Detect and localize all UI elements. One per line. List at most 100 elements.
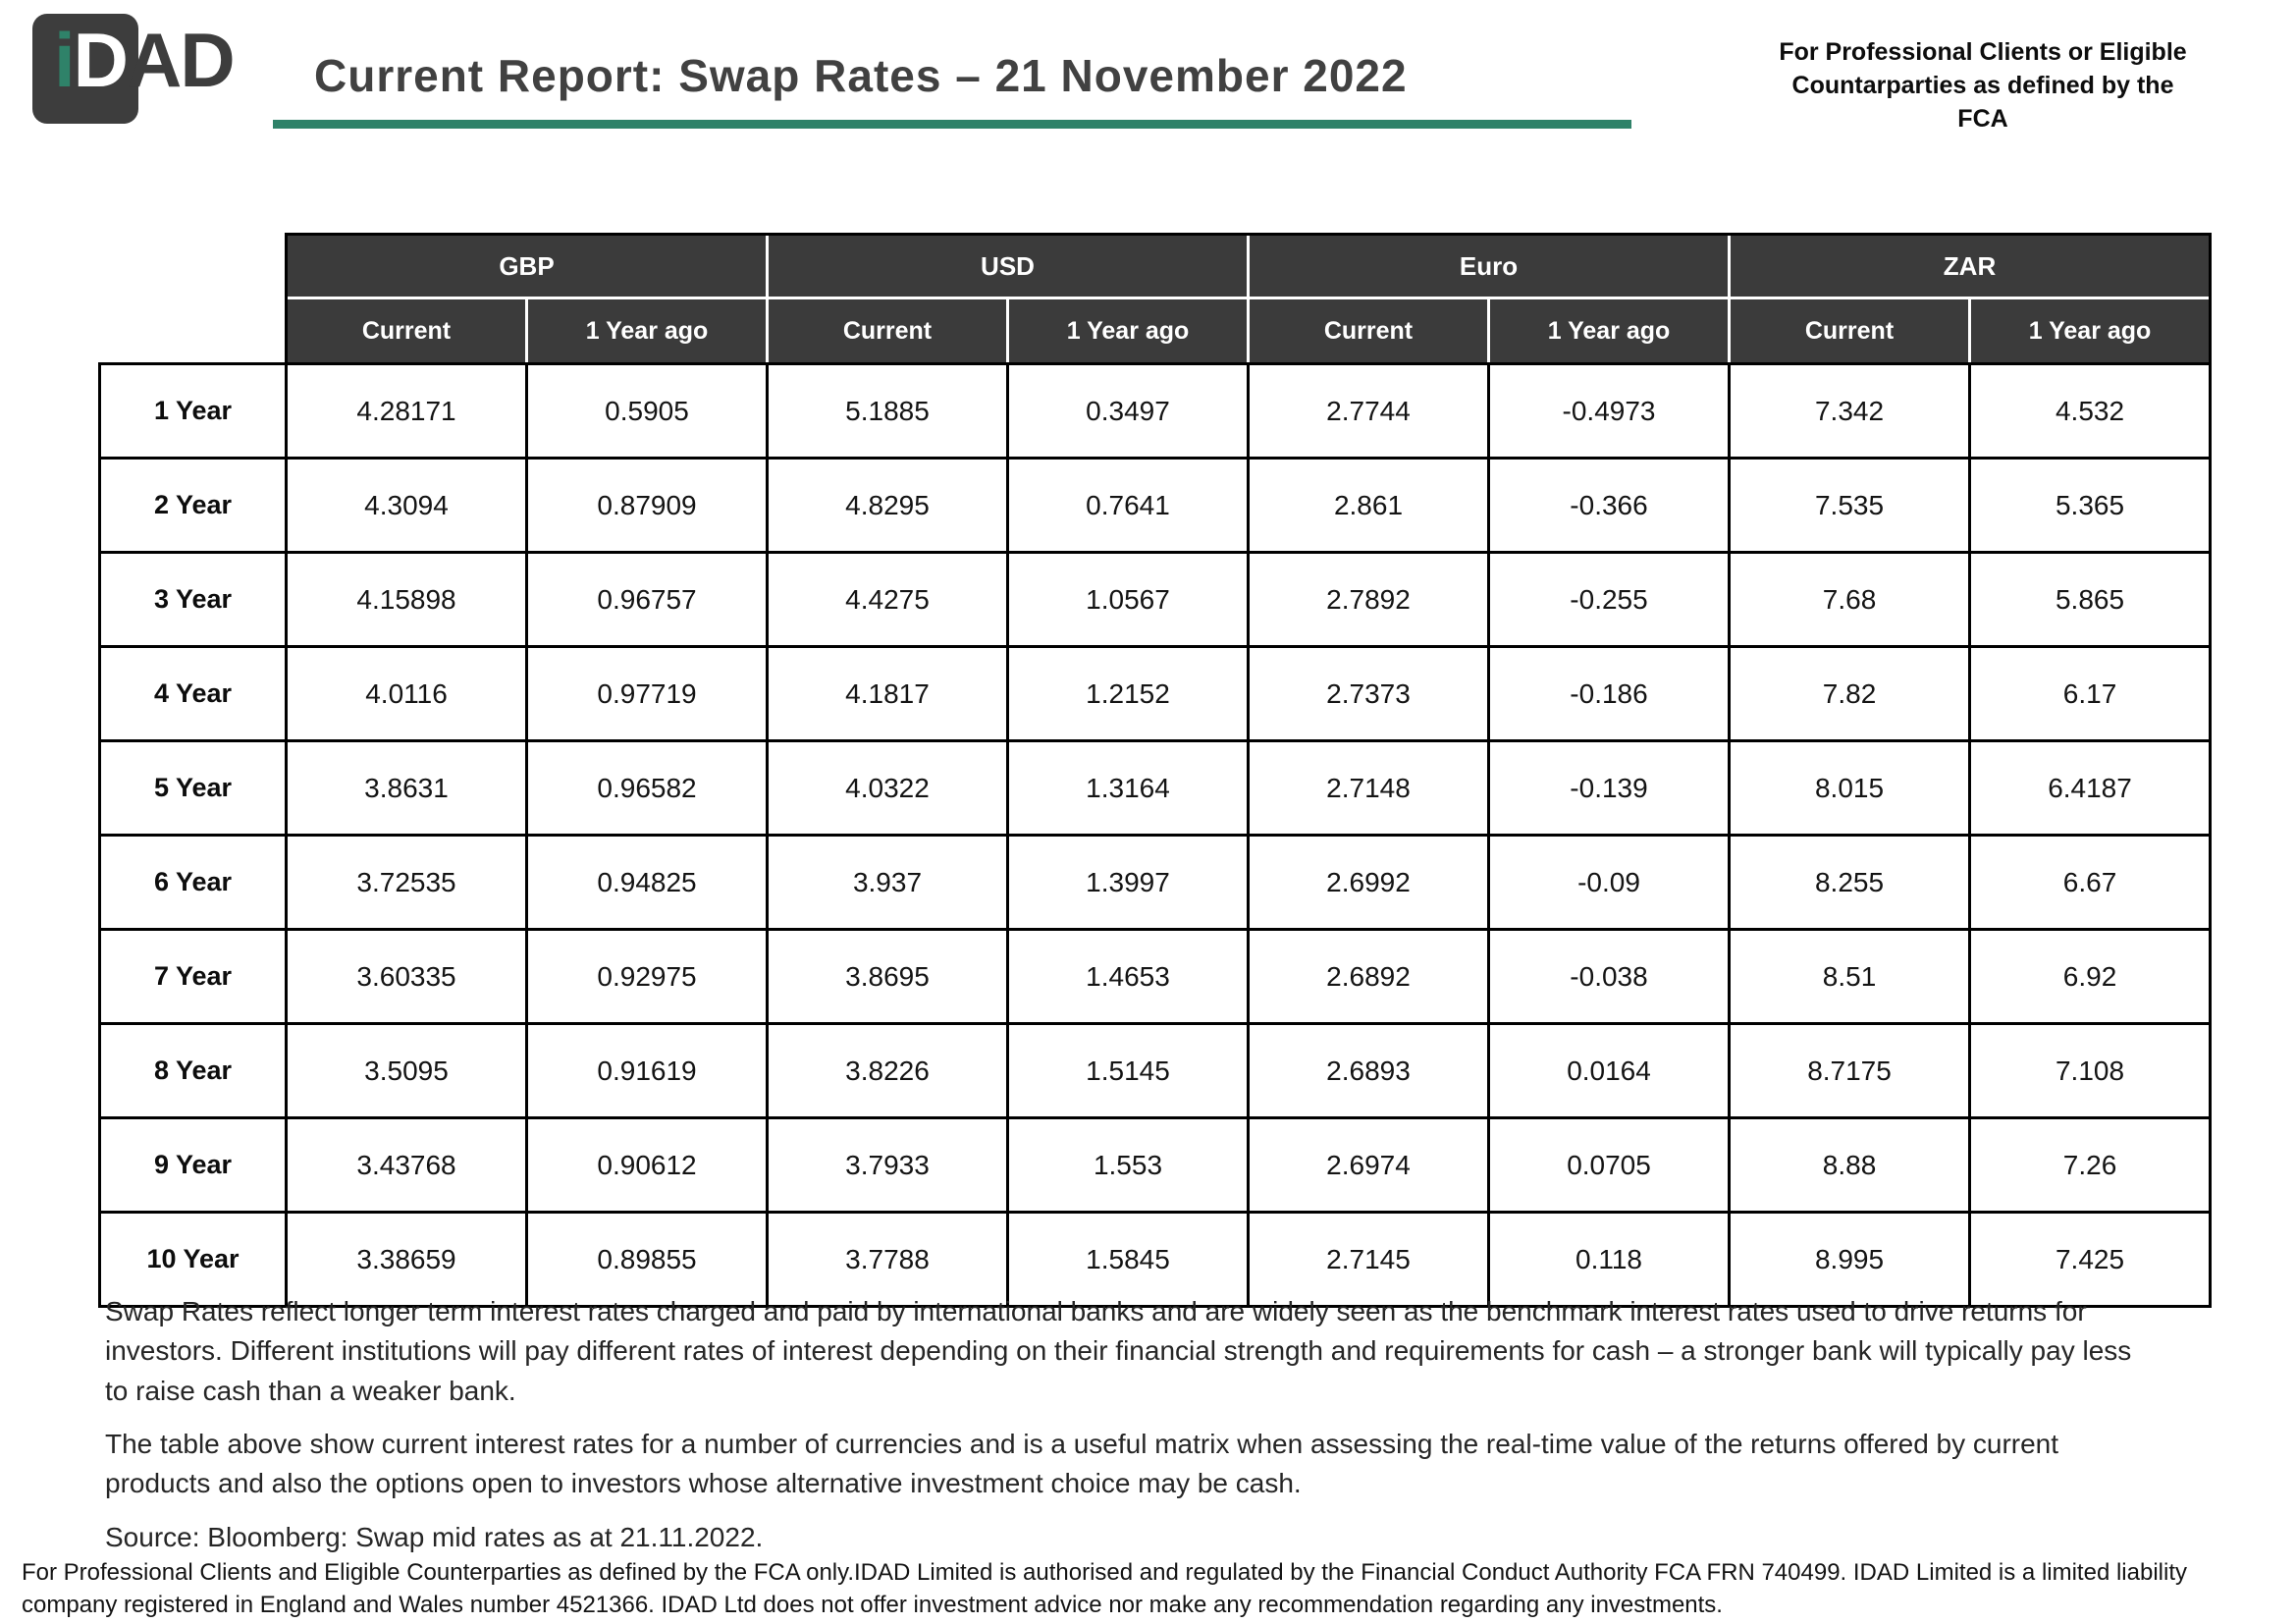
rate-cell: 2.6992 [1247,834,1490,931]
table-row: 5 Year 3.8631 0.96582 4.0322 1.3164 2.71… [98,739,2213,837]
rate-cell: 0.0164 [1486,1022,1732,1119]
rate-cell: 8.995 [1728,1211,1972,1308]
rate-cell: -0.139 [1486,739,1732,837]
rate-cell: 2.7148 [1247,739,1490,837]
rate-cell: 7.342 [1728,362,1972,460]
rate-cell: 0.90612 [525,1116,769,1214]
rate-cell: 4.28171 [285,362,528,460]
rate-cell: 0.97719 [525,645,769,742]
rate-cell: 0.5905 [525,362,769,460]
table-row: 3 Year 4.15898 0.96757 4.4275 1.0567 2.7… [98,551,2213,648]
subheader-gbp-1yr: 1 Year ago [525,297,768,365]
legal-footer: For Professional Clients and Eligible Co… [22,1556,2279,1621]
rate-cell: -0.09 [1486,834,1732,931]
rate-cell: 3.937 [766,834,1009,931]
rate-cell: 0.91619 [525,1022,769,1119]
currency-group-header-euro: Euro [1246,233,1730,298]
rate-cell: -0.366 [1486,457,1732,554]
rate-cell: 8.255 [1728,834,1972,931]
rate-cell: 3.8631 [285,739,528,837]
rate-cell: 0.94825 [525,834,769,931]
fca-disclaimer-line1: For Professional Clients or Eligible [1779,38,2187,66]
rate-cell: 3.60335 [285,928,528,1025]
page-title: Current Report: Swap Rates – 21 November… [314,50,1408,101]
rate-cell: 2.7145 [1247,1211,1490,1308]
subheader-zar-current: Current [1728,297,1970,365]
currency-group-header-zar: ZAR [1728,233,2213,298]
table-row: 7 Year 3.60335 0.92975 3.8695 1.4653 2.6… [98,928,2213,1025]
rate-cell: 8.7175 [1728,1022,1972,1119]
rate-cell: 0.7641 [1006,457,1250,554]
subheader-usd-current: Current [766,297,1008,365]
rate-cell: 4.532 [1968,362,2213,460]
fca-disclaimer: For Professional Clients or Eligible Cou… [1767,35,2199,135]
rate-cell: 2.6974 [1247,1116,1490,1214]
subheader-euro-1yr: 1 Year ago [1486,297,1730,365]
rate-cell: 3.72535 [285,834,528,931]
rate-cell: 3.38659 [285,1211,528,1308]
rate-cell: 1.3164 [1006,739,1250,837]
rate-cell: 3.8695 [766,928,1009,1025]
rate-cell: 2.6892 [1247,928,1490,1025]
rate-cell: -0.038 [1486,928,1732,1025]
rate-cell: 4.1817 [766,645,1009,742]
row-label: 5 Year [98,739,288,837]
row-label: 9 Year [98,1116,288,1214]
rate-cell: 5.865 [1968,551,2213,648]
rate-cell: -0.4973 [1486,362,1732,460]
legal-footer-text: For Professional Clients and Eligible Co… [22,1559,2187,1618]
rate-cell: 1.3997 [1006,834,1250,931]
rate-cell: 2.7744 [1247,362,1490,460]
rate-cell: 2.7892 [1247,551,1490,648]
table-row: 8 Year 3.5095 0.91619 3.8226 1.5145 2.68… [98,1022,2213,1119]
rate-cell: 4.4275 [766,551,1009,648]
rate-cell: 7.68 [1728,551,1972,648]
rate-cell: 0.96582 [525,739,769,837]
table-row: 9 Year 3.43768 0.90612 3.7933 1.553 2.69… [98,1116,2213,1214]
swap-rates-table: GBP USD Euro ZAR Current 1 Year ago Curr… [98,233,2213,1308]
rate-cell: 5.365 [1968,457,2213,554]
rate-cell: 0.89855 [525,1211,769,1308]
rate-cell: 1.5145 [1006,1022,1250,1119]
row-label: 2 Year [98,457,288,554]
note-paragraph-2: The table above show current interest ra… [105,1428,2059,1499]
subheader-euro-current: Current [1247,297,1489,365]
rate-cell: 2.6893 [1247,1022,1490,1119]
currency-group-header-gbp: GBP [285,233,768,298]
row-label: 10 Year [98,1211,288,1308]
row-label: 3 Year [98,551,288,648]
table-row: 2 Year 4.3094 0.87909 4.8295 0.7641 2.86… [98,457,2213,554]
rate-cell: 1.2152 [1006,645,1250,742]
rate-cell: 2.7373 [1247,645,1490,742]
source-line: Source: Bloomberg: Swap mid rates as at … [105,1521,764,1552]
table-row: 10 Year 3.38659 0.89855 3.7788 1.5845 2.… [98,1211,2213,1308]
title-underline [273,120,1631,129]
rate-cell: 5.1885 [766,362,1009,460]
subheader-gbp-current: Current [285,297,527,365]
fca-disclaimer-line2: Countarparties as defined by the FCA [1791,72,2174,133]
table-row: 1 Year 4.28171 0.5905 5.1885 0.3497 2.77… [98,362,2213,460]
rate-cell: 8.015 [1728,739,1972,837]
rate-cell: 3.7788 [766,1211,1009,1308]
logo-letter-d: D [73,17,129,103]
rate-cell: 1.553 [1006,1116,1250,1214]
row-label: 1 Year [98,362,288,460]
logo-letter-i: i [54,17,76,103]
rate-cell: 7.82 [1728,645,1972,742]
rate-cell: 0.118 [1486,1211,1732,1308]
rate-cell: 4.15898 [285,551,528,648]
idad-logo-text: iDAD [54,22,236,98]
subheader-zar-1yr: 1 Year ago [1968,297,2213,365]
rate-cell: 8.51 [1728,928,1972,1025]
rate-cell: -0.255 [1486,551,1732,648]
rate-cell: 7.26 [1968,1116,2213,1214]
rate-cell: 3.5095 [285,1022,528,1119]
rate-cell: 1.0567 [1006,551,1250,648]
rate-cell: 4.3094 [285,457,528,554]
rate-cell: 0.96757 [525,551,769,648]
blank-corner-cell [99,234,287,364]
rate-cell: 7.108 [1968,1022,2213,1119]
rate-cell: 4.0322 [766,739,1009,837]
rate-cell: 4.8295 [766,457,1009,554]
